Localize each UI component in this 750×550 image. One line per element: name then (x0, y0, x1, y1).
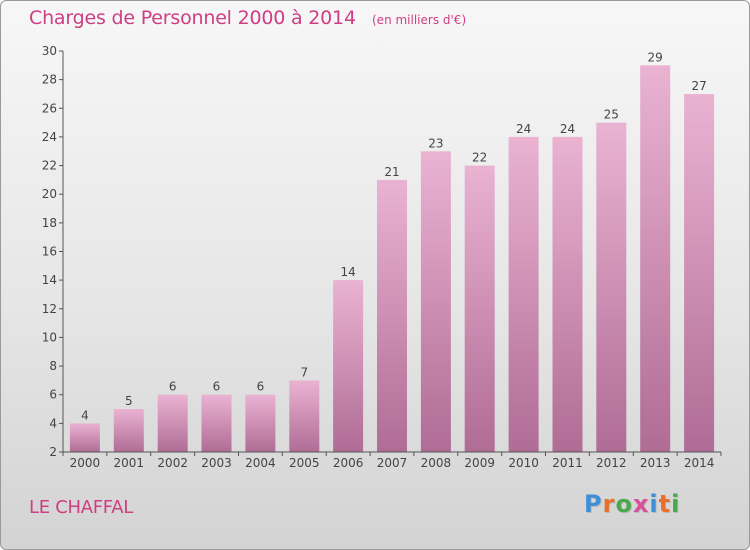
data-label-2002: 6 (169, 380, 177, 394)
logo-letter: t (658, 490, 672, 518)
bar-2002 (157, 394, 188, 452)
data-label-2012: 25 (604, 108, 619, 122)
x-tick-label-2006: 2006 (333, 456, 364, 470)
x-tick-label-2007: 2007 (377, 456, 408, 470)
logo-letter: x (632, 490, 650, 518)
bar-2000 (69, 423, 100, 452)
bar-2013 (640, 65, 671, 453)
y-tick-label-14: 14 (42, 273, 57, 287)
bar-2012 (596, 122, 627, 452)
y-tick-label-2: 2 (49, 445, 57, 459)
logo-letter: o (615, 490, 633, 518)
data-label-2004: 6 (257, 380, 265, 394)
logo-letter: P (584, 490, 603, 518)
bar-2011 (552, 136, 583, 452)
bar-2005 (289, 380, 320, 452)
data-label-2010: 24 (516, 122, 531, 136)
commune-name: LE CHAFFAL (29, 497, 133, 518)
x-tick-label-2014: 2014 (684, 456, 715, 470)
y-tick-label-12: 12 (42, 302, 57, 316)
bar-2004 (245, 394, 276, 452)
x-tick-label-2001: 2001 (114, 456, 145, 470)
y-tick-label-22: 22 (42, 159, 57, 173)
data-label-2014: 27 (691, 79, 706, 93)
y-tick-label-8: 8 (49, 359, 57, 373)
x-tick-label-2005: 2005 (289, 456, 320, 470)
chart-title: Charges de Personnel 2000 à 2014 (29, 7, 356, 29)
logo-letter: i (671, 490, 681, 518)
x-tick-label-2011: 2011 (552, 456, 583, 470)
x-tick-label-2013: 2013 (640, 456, 671, 470)
bar-2008 (420, 151, 451, 453)
y-tick-label-6: 6 (49, 388, 57, 402)
y-tick-label-18: 18 (42, 216, 57, 230)
y-tick-label-28: 28 (42, 73, 57, 87)
bar-2014 (684, 94, 715, 452)
bar-2001 (113, 409, 144, 452)
data-label-2000: 4 (81, 408, 89, 422)
x-tick-label-2004: 2004 (245, 456, 276, 470)
x-tick-label-2003: 2003 (201, 456, 232, 470)
bar-2007 (377, 179, 407, 452)
data-label-2007: 21 (384, 165, 399, 179)
logo-letter: i (649, 490, 659, 518)
bars-group: 4 5 6 6 6 7 14 21 23 22 24 24 25 29 27 (69, 50, 715, 453)
data-label-2011: 24 (560, 122, 575, 136)
bar-2006 (333, 280, 364, 452)
y-tick-label-16: 16 (42, 245, 57, 259)
data-label-2005: 7 (300, 365, 308, 379)
bar-2010 (508, 136, 539, 452)
y-tick-label-4: 4 (49, 416, 57, 430)
x-tick-label-2008: 2008 (421, 456, 452, 470)
logo-letter: r (602, 490, 616, 518)
bar-2003 (201, 394, 232, 452)
bar-2009 (464, 165, 495, 452)
data-label-2008: 23 (428, 136, 443, 150)
data-label-2009: 22 (472, 151, 487, 165)
data-label-2006: 14 (340, 265, 355, 279)
proxiti-logo[interactable]: Proxiti (584, 490, 680, 518)
data-label-2003: 6 (213, 380, 221, 394)
chart-subtitle: (en milliers d'€) (372, 13, 467, 27)
x-tick-label-2002: 2002 (157, 456, 188, 470)
y-tick-label-30: 30 (42, 44, 57, 58)
data-label-2001: 5 (125, 394, 133, 408)
axes-group: 2000 2001 2002 2003 2004 2005 2006 2007 2008 2009… (42, 44, 722, 470)
y-tick-label-24: 24 (42, 130, 57, 144)
x-tick-label-2009: 2009 (464, 456, 495, 470)
y-tick-label-20: 20 (42, 187, 57, 201)
x-tick-label-2012: 2012 (596, 456, 627, 470)
x-tick-label-2000: 2000 (70, 456, 101, 470)
x-tick-label-2010: 2010 (508, 456, 539, 470)
y-tick-label-10: 10 (42, 330, 57, 344)
data-label-2013: 29 (648, 50, 663, 64)
y-tick-label-26: 26 (42, 101, 57, 115)
